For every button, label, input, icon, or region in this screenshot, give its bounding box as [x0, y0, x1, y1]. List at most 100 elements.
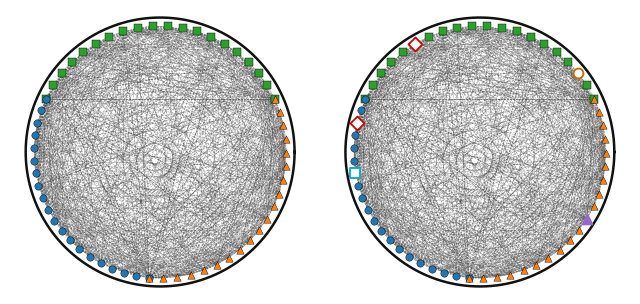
- Point: [589, 96, 600, 101]
- Point: [438, 29, 448, 34]
- Point: [199, 268, 209, 273]
- Point: [278, 123, 289, 127]
- Point: [353, 183, 364, 188]
- Point: [84, 254, 95, 259]
- Point: [451, 274, 461, 278]
- Point: [220, 41, 230, 46]
- Point: [369, 218, 379, 223]
- Point: [211, 262, 221, 267]
- Point: [177, 25, 188, 30]
- Point: [360, 96, 371, 101]
- Point: [531, 262, 541, 267]
- Point: [280, 164, 291, 169]
- Point: [505, 272, 515, 277]
- Point: [235, 247, 245, 252]
- Point: [600, 164, 611, 169]
- Point: [540, 41, 550, 46]
- Point: [594, 191, 604, 196]
- Point: [118, 29, 128, 34]
- Point: [410, 41, 420, 46]
- Point: [452, 25, 463, 30]
- Point: [172, 275, 182, 280]
- Point: [595, 109, 605, 114]
- Point: [404, 254, 415, 259]
- Point: [518, 268, 529, 273]
- Point: [144, 275, 154, 280]
- Point: [232, 50, 243, 54]
- Point: [281, 150, 291, 155]
- Point: [582, 83, 592, 88]
- Point: [385, 238, 395, 243]
- Point: [144, 275, 154, 280]
- Point: [262, 216, 273, 221]
- Point: [269, 96, 280, 101]
- Point: [269, 96, 280, 101]
- Point: [349, 146, 359, 150]
- Point: [415, 261, 426, 266]
- Point: [565, 238, 575, 243]
- Point: [362, 207, 372, 212]
- Point: [74, 247, 84, 251]
- Point: [163, 23, 173, 28]
- Point: [439, 271, 449, 275]
- Point: [119, 271, 129, 275]
- Point: [158, 276, 168, 281]
- Point: [48, 83, 58, 88]
- Point: [107, 266, 117, 271]
- Point: [376, 71, 387, 75]
- Point: [477, 276, 488, 281]
- Point: [29, 158, 39, 163]
- Point: [543, 256, 554, 261]
- Point: [36, 108, 46, 113]
- Point: [427, 266, 437, 271]
- Point: [90, 41, 100, 46]
- Point: [424, 34, 434, 39]
- Point: [554, 247, 564, 252]
- Point: [497, 25, 508, 30]
- Point: [104, 34, 114, 39]
- Point: [350, 171, 360, 176]
- Point: [186, 272, 196, 277]
- Point: [598, 123, 608, 127]
- Point: [254, 228, 264, 233]
- Point: [512, 29, 522, 34]
- Point: [223, 256, 234, 261]
- Point: [245, 238, 255, 243]
- Point: [397, 50, 408, 54]
- Point: [601, 150, 611, 155]
- Point: [32, 120, 42, 125]
- Point: [37, 195, 47, 200]
- Point: [43, 207, 53, 212]
- Point: [349, 133, 360, 138]
- Point: [360, 96, 371, 101]
- Point: [262, 83, 273, 88]
- Point: [131, 274, 141, 278]
- Point: [357, 195, 367, 200]
- Point: [573, 71, 584, 75]
- Point: [394, 247, 404, 251]
- Point: [78, 50, 88, 54]
- Point: [253, 71, 264, 75]
- Point: [147, 23, 157, 28]
- Point: [40, 96, 51, 101]
- Point: [274, 191, 284, 196]
- Point: [367, 83, 378, 88]
- Point: [192, 29, 202, 34]
- Point: [67, 60, 77, 64]
- Point: [563, 60, 573, 64]
- Point: [483, 23, 493, 28]
- Point: [352, 120, 362, 125]
- Point: [467, 23, 477, 28]
- Point: [356, 108, 366, 113]
- Point: [65, 238, 75, 243]
- Point: [30, 133, 40, 138]
- Point: [574, 228, 584, 233]
- Point: [280, 136, 291, 141]
- Point: [95, 261, 106, 266]
- Point: [243, 60, 253, 64]
- Point: [206, 34, 216, 39]
- Point: [387, 60, 397, 64]
- Point: [526, 34, 536, 39]
- Point: [492, 275, 502, 280]
- Point: [132, 25, 143, 30]
